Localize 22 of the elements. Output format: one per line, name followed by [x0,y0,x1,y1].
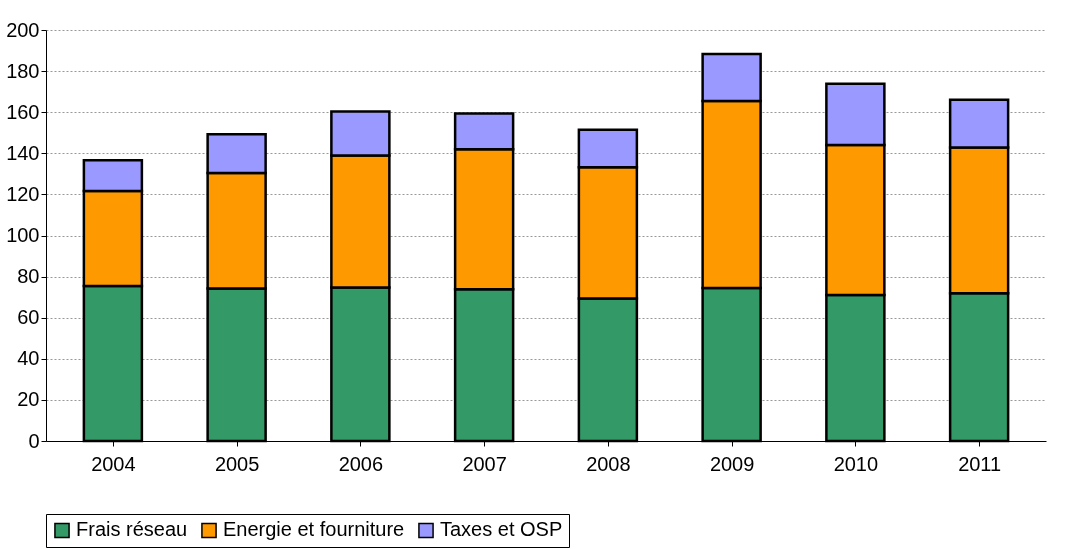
x-tick-label: 2006 [338,452,384,475]
x-tick-label: 2010 [833,452,879,475]
y-tick-label: 160 [6,100,40,123]
x-tick-label: 2004 [91,452,136,475]
y-tick-label: 20 [17,388,40,411]
legend-label: Energie et fourniture [223,518,405,541]
legend-label: Taxes et OSP [440,518,563,541]
y-tick-label: 100 [6,224,40,246]
x-tick-label: 2011 [958,452,1002,475]
legend-label: Frais réseau [76,518,188,541]
y-tick-label: 120 [6,182,40,205]
y-tick-label: 80 [17,265,40,288]
y-tick-label: 140 [6,141,40,164]
y-tick-label: 0 [28,429,40,452]
y-tick-label: 40 [17,347,40,370]
x-tick-label: 2007 [462,452,507,475]
y-tick-label: 180 [6,59,40,82]
y-tick-label: 200 [6,18,40,41]
x-tick-label: 2009 [709,452,755,475]
y-tick-label: 60 [17,306,40,329]
x-tick-label: 2005 [214,452,260,475]
x-tick-label: 2008 [586,452,631,475]
